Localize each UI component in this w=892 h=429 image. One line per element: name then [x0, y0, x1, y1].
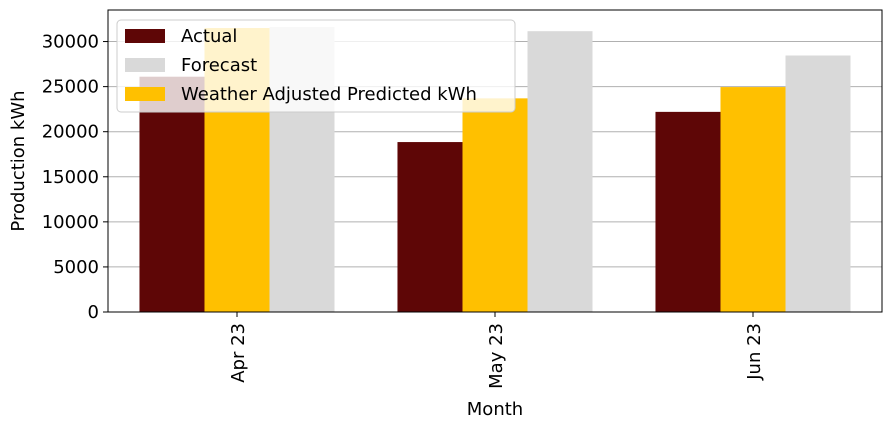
- x-tick-label: May 23: [486, 323, 507, 389]
- y-axis-ticks: 0 5000 10000 15000 20000 25000 30000: [42, 32, 108, 323]
- bar-actual: [139, 76, 205, 312]
- y-tick-label: 10000: [42, 212, 99, 233]
- y-tick-label: 30000: [42, 32, 99, 53]
- y-tick-label: 25000: [42, 77, 99, 98]
- bar-forecast: [785, 55, 851, 313]
- bar-actual: [655, 111, 721, 313]
- legend-swatch: [125, 29, 165, 43]
- bar-actual: [397, 142, 463, 312]
- legend-swatch: [125, 58, 165, 72]
- bar-weather-adjusted-predicted-kwh: [720, 87, 786, 313]
- x-axis-label: Month: [467, 399, 523, 420]
- legend-box: [116, 19, 516, 113]
- y-axis-label: Production kWh: [8, 90, 29, 231]
- legend-label: Actual: [181, 26, 237, 47]
- bar-weather-adjusted-predicted-kwh: [462, 98, 528, 312]
- y-tick-label: 20000: [42, 122, 99, 143]
- legend-label: Forecast: [181, 55, 257, 76]
- y-tick-label: 5000: [53, 257, 99, 278]
- legend-label: Weather Adjusted Predicted kWh: [181, 84, 477, 105]
- legend-swatch: [125, 87, 165, 101]
- y-tick-label: 0: [88, 302, 99, 323]
- legend: Actual Forecast Weather Adjusted Predicted…: [116, 19, 516, 113]
- x-axis-ticks: Apr 23 May 23 Jun 23: [228, 312, 765, 389]
- bar-forecast: [527, 31, 593, 313]
- y-tick-label: 15000: [42, 167, 99, 188]
- x-tick-label: Apr 23: [228, 323, 249, 383]
- x-tick-label: Jun 23: [744, 323, 765, 381]
